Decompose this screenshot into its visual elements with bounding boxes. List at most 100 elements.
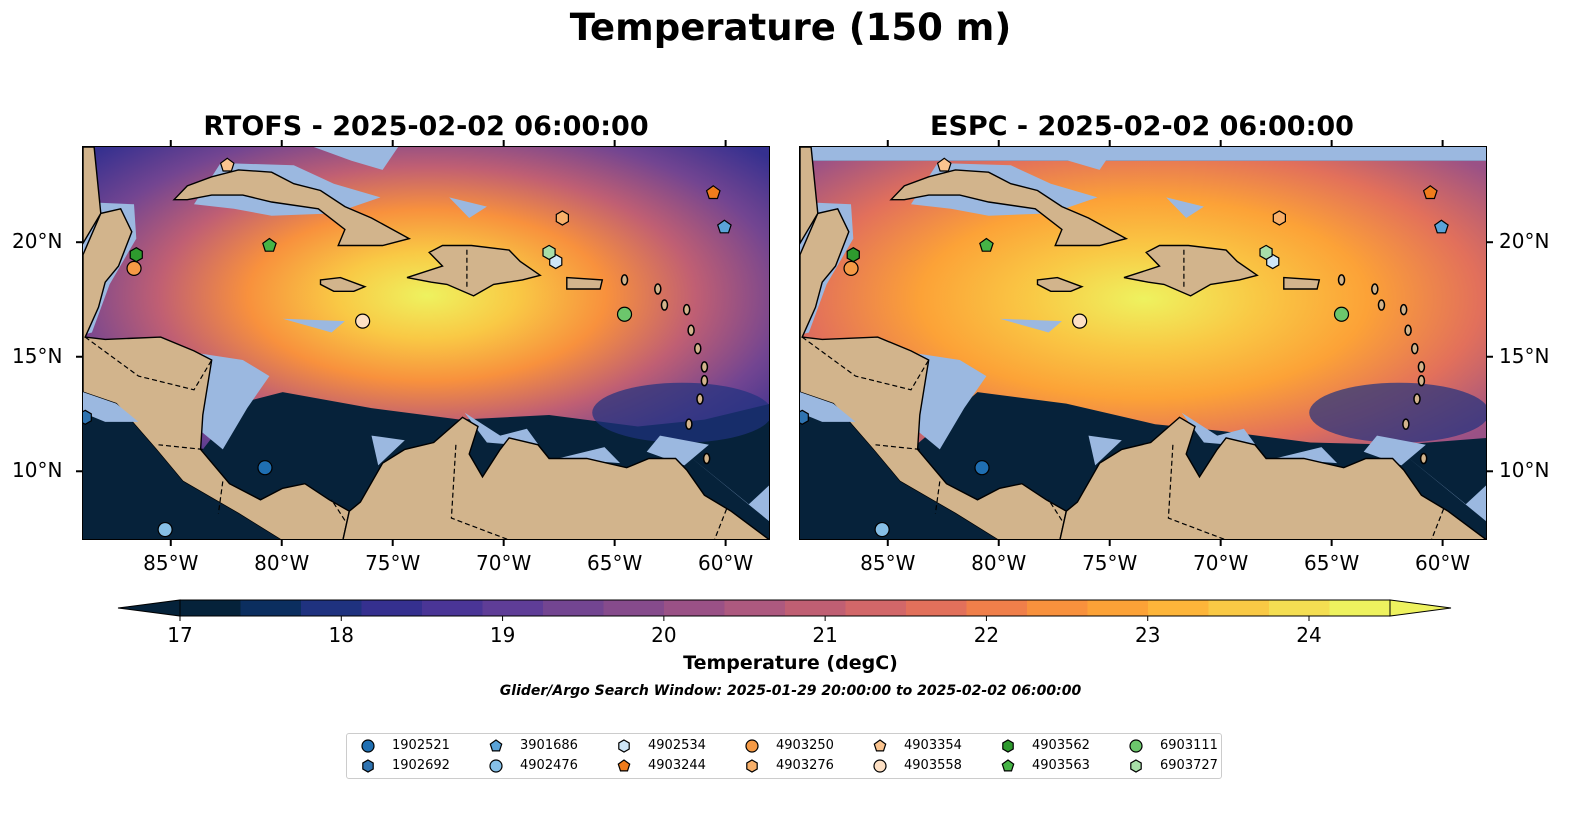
lon-tick-label: 80°W [254, 551, 310, 575]
legend-marker [361, 739, 375, 753]
lon-tick-label: 75°W [365, 551, 421, 575]
lon-tick-label: 85°W [860, 551, 916, 575]
island [1411, 342, 1419, 355]
country-border [1167, 444, 1226, 539]
pacific-ocean [800, 392, 997, 539]
colorbar-outline [179, 599, 1391, 617]
colorbar-tick-label: 24 [1296, 623, 1321, 647]
legend-marker [873, 759, 887, 773]
colorbar-segment [361, 600, 423, 616]
shallow-shelf [915, 353, 987, 450]
country-border [331, 499, 346, 521]
island [660, 299, 669, 311]
country-border [801, 336, 930, 391]
colorbar-tick-label: 17 [167, 623, 192, 647]
colorbar-tick-label: 22 [974, 623, 999, 647]
lat-tick-label: 15°N [1499, 343, 1550, 368]
shallow-shelf [282, 318, 345, 333]
colorbar-segment [1208, 600, 1270, 616]
island [1417, 374, 1426, 387]
map-title-rtofs: RTOFS - 2025-02-02 06:00:00 [203, 111, 649, 142]
legend-marker [1001, 759, 1015, 772]
colorbar-segment [1329, 600, 1391, 616]
float-marker-4903250 [843, 260, 859, 277]
landmass [1123, 244, 1259, 297]
float-marker-4903244 [1422, 185, 1438, 200]
shallow-shelf [1363, 435, 1426, 466]
colorbar-segment [301, 600, 362, 616]
float-marker-6903111 [1333, 306, 1350, 322]
colorbar-segment [664, 600, 725, 616]
float-marker-6903111 [616, 306, 633, 322]
colorbar-tick-label: 23 [1135, 623, 1160, 647]
legend-marker [746, 759, 758, 773]
country-border [217, 481, 224, 514]
colorbar-segment [845, 600, 907, 616]
landmass [566, 276, 604, 290]
figure-title: Temperature (150 m) [569, 6, 1012, 49]
float-marker-1902521 [974, 460, 990, 476]
float-marker-4903562 [846, 247, 860, 263]
island [694, 342, 702, 355]
lat-tick-label: 20°N [1499, 229, 1550, 254]
legend-label: 4903244 [648, 758, 706, 773]
legend-label: 6903111 [1160, 738, 1218, 753]
landmass [319, 276, 367, 293]
legend-marker [1129, 739, 1143, 753]
legend-label: 4903276 [776, 758, 834, 773]
float-marker-4903354 [936, 157, 952, 172]
colorbar-extend-low [117, 599, 181, 617]
country-border [84, 336, 213, 391]
colorbar-segment [724, 600, 786, 616]
colorbar-segment [422, 600, 483, 616]
rtofs-map-panel [82, 146, 770, 540]
colorbar-segment [543, 600, 604, 616]
float-marker-1902521 [257, 460, 273, 476]
float-marker-4903563 [979, 237, 994, 252]
colorbar-extend-high [1389, 599, 1452, 617]
shallow-shelf [371, 435, 405, 466]
island [702, 452, 711, 465]
island [1337, 274, 1346, 286]
landmass [1283, 276, 1321, 290]
legend-marker [489, 759, 503, 773]
colorbar-segment [1269, 600, 1330, 616]
legend-marker [1002, 739, 1014, 753]
country-border [1048, 499, 1063, 521]
country-border [450, 444, 509, 539]
island [1404, 324, 1412, 337]
lon-tick-label: 60°W [1414, 551, 1471, 575]
shallow-shelf [464, 412, 541, 448]
float-marker-4903354 [219, 157, 235, 172]
float-marker-4902476 [157, 521, 173, 538]
landmass [83, 147, 102, 245]
float-marker-6903727 [542, 244, 556, 261]
landmass [1059, 416, 1486, 539]
cold-water-region [1309, 382, 1486, 443]
float-marker-1902692 [83, 409, 92, 425]
legend-label: 4902476 [520, 758, 578, 773]
float-marker-3901686 [1433, 219, 1449, 234]
lon-tick-label: 70°W [1193, 551, 1249, 575]
lat-tick-label: 15°N [12, 343, 63, 368]
island [1399, 303, 1408, 316]
float-marker-3901686 [716, 219, 732, 234]
lat-tick-label: 20°N [12, 229, 63, 254]
cold-water-region [592, 382, 769, 443]
shallow-shelf [999, 318, 1062, 333]
colorbar-segment [1027, 600, 1088, 616]
landmass [889, 169, 1129, 247]
island [1413, 393, 1421, 405]
legend-marker [873, 739, 887, 752]
island [685, 418, 693, 430]
island [1419, 452, 1428, 465]
legend-label: 4903558 [904, 758, 962, 773]
colorbar-segment [785, 600, 846, 616]
pacific-shelf [83, 392, 139, 422]
island [700, 374, 709, 387]
legend-marker [745, 739, 759, 753]
legend-marker [489, 739, 503, 752]
colorbar-tick-label: 20 [651, 623, 676, 647]
shallow-shelf [1030, 147, 1116, 170]
legend-marker [618, 739, 630, 753]
